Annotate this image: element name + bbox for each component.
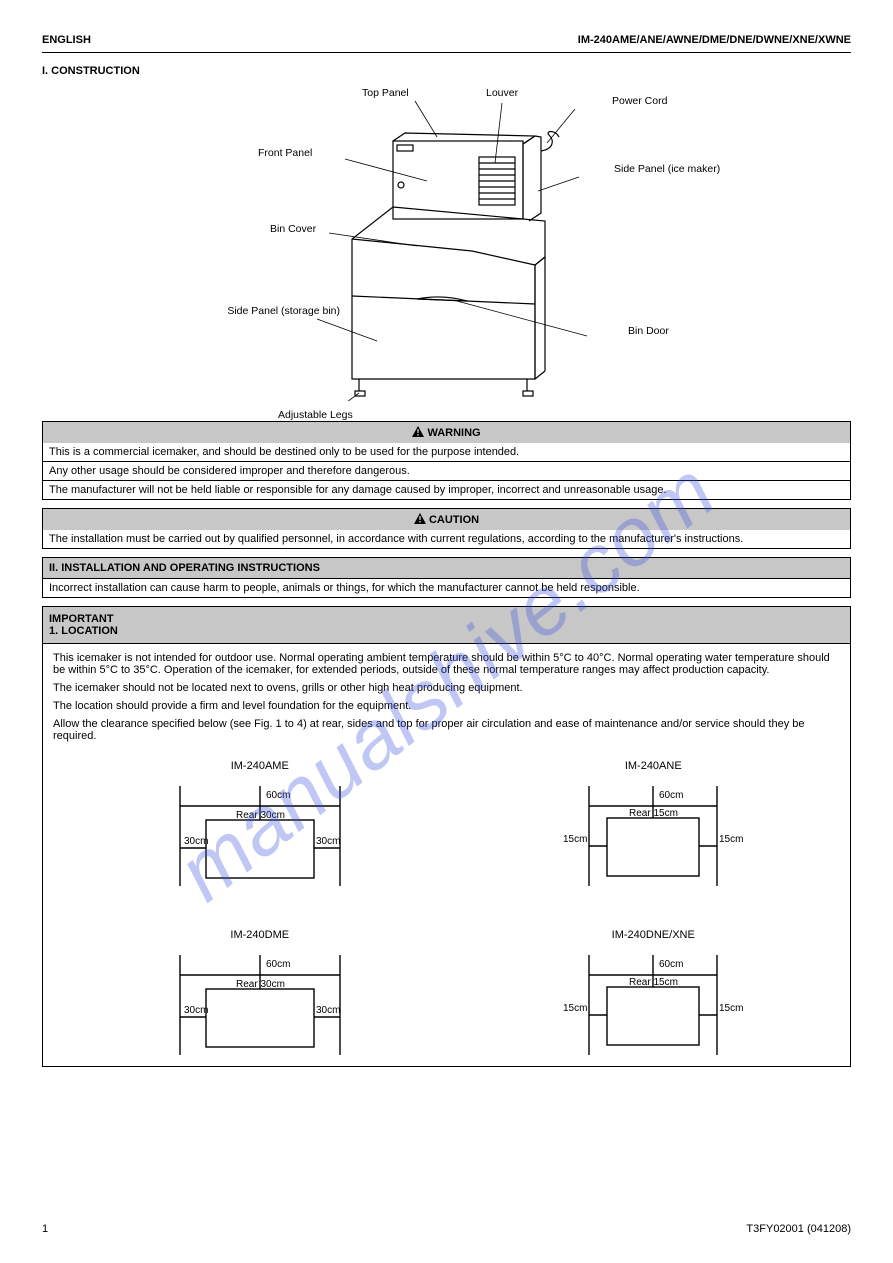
caution-banner: CAUTION <box>42 508 851 530</box>
warning-row-0: This is a commercial icemaker, and shoul… <box>42 443 851 462</box>
callout-louver: Louver <box>486 87 518 99</box>
important-head: IMPORTANT 1. LOCATION <box>43 607 850 644</box>
caution-icon <box>414 513 426 524</box>
svg-text:15cm: 15cm <box>719 834 743 845</box>
clearance-svg-3: 60cm 15cm 15cm Rear 15cm <box>563 945 743 1055</box>
clearance-svg-2: 60cm 30cm 30cm Rear 30cm <box>150 945 370 1055</box>
callout-side-panel: Side Panel (ice maker) <box>614 163 720 175</box>
important-body: This icemaker is not intended for outdoo… <box>43 644 850 1066</box>
install-row-0: Incorrect installation can cause harm to… <box>42 579 851 598</box>
caution-row-0: The installation must be carried out by … <box>42 530 851 549</box>
svg-text:30cm: 30cm <box>184 1005 208 1016</box>
header-rule <box>42 52 851 53</box>
warning-title: WARNING <box>427 427 480 439</box>
svg-text:15cm: 15cm <box>719 1003 743 1014</box>
important-p2: The location should provide a firm and l… <box>53 700 840 712</box>
important-box: IMPORTANT 1. LOCATION This icemaker is n… <box>42 606 851 1067</box>
footer-page: 1 <box>42 1223 48 1235</box>
clearance-fig-1: IM-240ANE 60cm 15cm 15 <box>563 760 743 889</box>
warning-icon <box>412 426 424 437</box>
callout-bin-cover: Bin Cover <box>270 223 316 235</box>
clearance-fig-2: IM-240DME 60cm 30cm 30 <box>150 929 370 1058</box>
callout-bin-door: Bin Door <box>628 325 669 337</box>
svg-text:30cm: 30cm <box>316 1005 340 1016</box>
svg-text:Rear 15cm: Rear 15cm <box>629 977 678 988</box>
warning-banner: WARNING <box>42 421 851 443</box>
clearance-fig-3: IM-240DNE/XNE 60cm 15cm <box>563 929 743 1058</box>
clearance-cap-2: IM-240DME <box>150 929 370 941</box>
install-banner: II. INSTALLATION AND OPERATING INSTRUCTI… <box>42 557 851 579</box>
important-title: IMPORTANT <box>49 613 114 625</box>
callout-power-cord: Power Cord <box>612 95 667 107</box>
svg-text:30cm: 30cm <box>316 836 340 847</box>
svg-text:Rear 30cm: Rear 30cm <box>236 979 285 990</box>
important-lead: 1. LOCATION <box>49 625 118 637</box>
header-title: IM-240AME/ANE/AWNE/DME/DNE/DWNE/XNE/XWNE <box>578 34 851 46</box>
clearance-fig-0: IM-240AME 60cm 30cm 30 <box>150 760 370 889</box>
clearance-figures: IM-240AME 60cm 30cm 30 <box>53 760 840 1058</box>
header-language: ENGLISH <box>42 34 91 46</box>
svg-text:60cm: 60cm <box>659 959 683 970</box>
svg-text:15cm: 15cm <box>563 834 587 845</box>
callout-legs: Adjustable Legs <box>278 409 353 421</box>
svg-text:60cm: 60cm <box>266 959 290 970</box>
warning-row-1: Any other usage should be considered imp… <box>42 462 851 481</box>
section-construction-heading: I. CONSTRUCTION <box>42 65 851 77</box>
svg-text:Rear 30cm: Rear 30cm <box>236 810 285 821</box>
svg-text:60cm: 60cm <box>659 790 683 801</box>
important-p1: The icemaker should not be located next … <box>53 682 840 694</box>
important-p3: Allow the clearance specified below (see… <box>53 718 840 742</box>
warning-row-2: The manufacturer will not be held liable… <box>42 481 851 500</box>
svg-text:30cm: 30cm <box>184 836 208 847</box>
callout-top-panel: Top Panel <box>362 87 409 99</box>
footer-code: T3FY02001 (041208) <box>746 1223 851 1235</box>
important-p0: This icemaker is not intended for outdoo… <box>53 652 840 676</box>
svg-text:60cm: 60cm <box>266 790 290 801</box>
svg-text:Rear 15cm: Rear 15cm <box>629 808 678 819</box>
clearance-svg-0: 60cm 30cm 30cm Rear 30cm <box>150 776 370 886</box>
construction-diagram: Top Panel Louver Power Cord Front Panel … <box>42 81 851 421</box>
callout-front-panel: Front Panel <box>258 147 312 159</box>
clearance-cap-3: IM-240DNE/XNE <box>563 929 743 941</box>
clearance-svg-1: 60cm 15cm 15cm Rear 15cm <box>563 776 743 886</box>
clearance-cap-0: IM-240AME <box>150 760 370 772</box>
callout-side-panel-bin: Side Panel (storage bin) <box>210 305 340 317</box>
svg-text:15cm: 15cm <box>563 1003 587 1014</box>
clearance-cap-1: IM-240ANE <box>563 760 743 772</box>
caution-title: CAUTION <box>429 514 479 526</box>
